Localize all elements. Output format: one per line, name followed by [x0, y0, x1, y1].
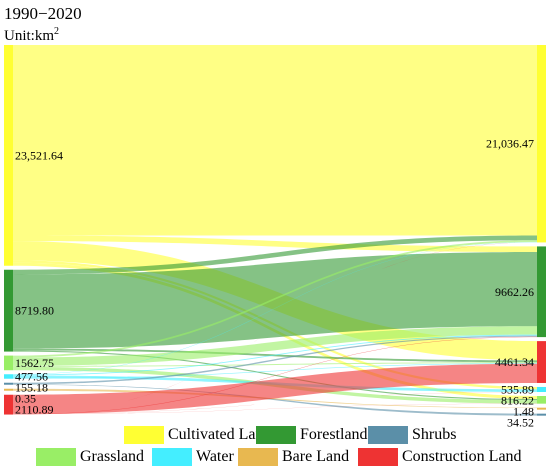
unit-label: Unit:km2 — [4, 26, 59, 45]
legend-label-forestland: Forestland — [300, 426, 368, 443]
flow-construction-land-to-construction-land — [13, 363, 537, 414]
source-node-grassland — [4, 355, 13, 371]
target-value-label-bare-land: 1.48 — [513, 404, 534, 418]
flow-grassland-to-forestland — [13, 326, 537, 366]
flow-shrubs-to-forestland — [13, 335, 537, 385]
flow-water-to-construction-land — [13, 363, 537, 379]
chart-title: 1990−2020 — [4, 4, 82, 23]
source-node-construction-land — [4, 394, 13, 415]
legend-label-construction-land: Construction Land — [402, 448, 522, 465]
flow-water-to-forestland — [13, 334, 537, 376]
flow-grassland-to-cultivated-land — [13, 240, 537, 358]
flow-forestland-to-forestland — [13, 252, 537, 349]
legend-swatch-shrubs — [368, 426, 408, 444]
legend-swatch-water — [152, 448, 192, 466]
legend-item-shrubs: Shrubs — [368, 426, 456, 444]
legend-item-grassland: Grassland — [36, 448, 144, 466]
source-node-forestland — [4, 269, 13, 352]
legend-item-cultivated-land: Cultivated Land — [124, 426, 272, 444]
legend-item-water: Water — [152, 448, 234, 466]
source-value-label-shrubs: 155.18 — [15, 380, 48, 394]
legend-swatch-forestland — [256, 426, 296, 444]
flow-construction-land-to-water — [13, 391, 537, 415]
legend-swatch-cultivated-land — [124, 426, 164, 444]
flow-cultivated-land-to-forestland — [13, 235, 537, 253]
source-node-shrubs — [4, 382, 13, 385]
legend-swatch-construction-land — [358, 448, 398, 466]
legend-label-cultivated-land: Cultivated Land — [168, 426, 272, 443]
source-value-label-forestland: 8719.80 — [15, 304, 54, 318]
source-node-water — [4, 374, 13, 379]
flow-cultivated-land-to-cultivated-land — [13, 45, 537, 236]
target-value-label-construction-land: 4461.34 — [495, 355, 534, 369]
source-value-label-construction-land: 2110.89 — [15, 402, 54, 416]
target-node-water — [537, 386, 546, 393]
legend-label-bare-land: Bare Land — [282, 448, 350, 465]
legend-label-shrubs: Shrubs — [412, 426, 457, 443]
legend-swatch-grassland — [36, 448, 76, 466]
target-value-label-water: 535.89 — [501, 382, 534, 396]
legend-item-bare-land: Bare Land — [238, 448, 349, 466]
unit-superscript: 2 — [54, 26, 60, 37]
source-value-label-water: 477.56 — [15, 369, 48, 383]
legend-item-forestland: Forestland — [256, 426, 368, 444]
flow-construction-land-to-cultivated-land — [13, 242, 537, 415]
flow-grassland-to-construction-land — [13, 362, 537, 367]
flow-construction-land-to-grassland — [13, 403, 537, 415]
flow-forestland-to-grassland — [13, 350, 537, 401]
flow-construction-land-to-forestland — [13, 336, 537, 415]
target-node-grassland — [537, 396, 546, 404]
legend-item-construction-land: Construction Land — [358, 448, 522, 466]
target-node-cultivated-land — [537, 45, 546, 243]
flow-water-to-cultivated-land — [13, 242, 537, 375]
source-value-label-bare-land: 0.35 — [15, 391, 36, 405]
target-node-forestland — [537, 246, 546, 338]
unit-text: Unit:km — [4, 28, 55, 44]
flow-forestland-to-cultivated-land — [13, 235, 537, 275]
target-node-shrubs — [537, 413, 546, 416]
flow-links — [13, 45, 537, 416]
source-value-label-cultivated-land: 23,521.64 — [15, 148, 63, 162]
target-node-construction-land — [537, 341, 546, 383]
target-value-label-shrubs: 34.52 — [507, 415, 534, 429]
flow-shrubs-to-shrubs — [13, 384, 537, 416]
source-node-cultivated-land — [4, 45, 13, 266]
target-value-label-grassland: 816.22 — [501, 393, 534, 407]
legend-label-grassland: Grassland — [80, 448, 144, 465]
target-value-label-cultivated-land: 21,036.47 — [486, 137, 534, 151]
source-value-label-grassland: 1562.75 — [15, 356, 54, 370]
legend-swatch-bare-land — [238, 448, 278, 466]
legend-label-water: Water — [196, 448, 234, 465]
source-node-bare-land — [4, 388, 13, 391]
target-value-label-forestland: 9662.26 — [495, 285, 534, 299]
target-node-bare-land — [537, 407, 546, 410]
